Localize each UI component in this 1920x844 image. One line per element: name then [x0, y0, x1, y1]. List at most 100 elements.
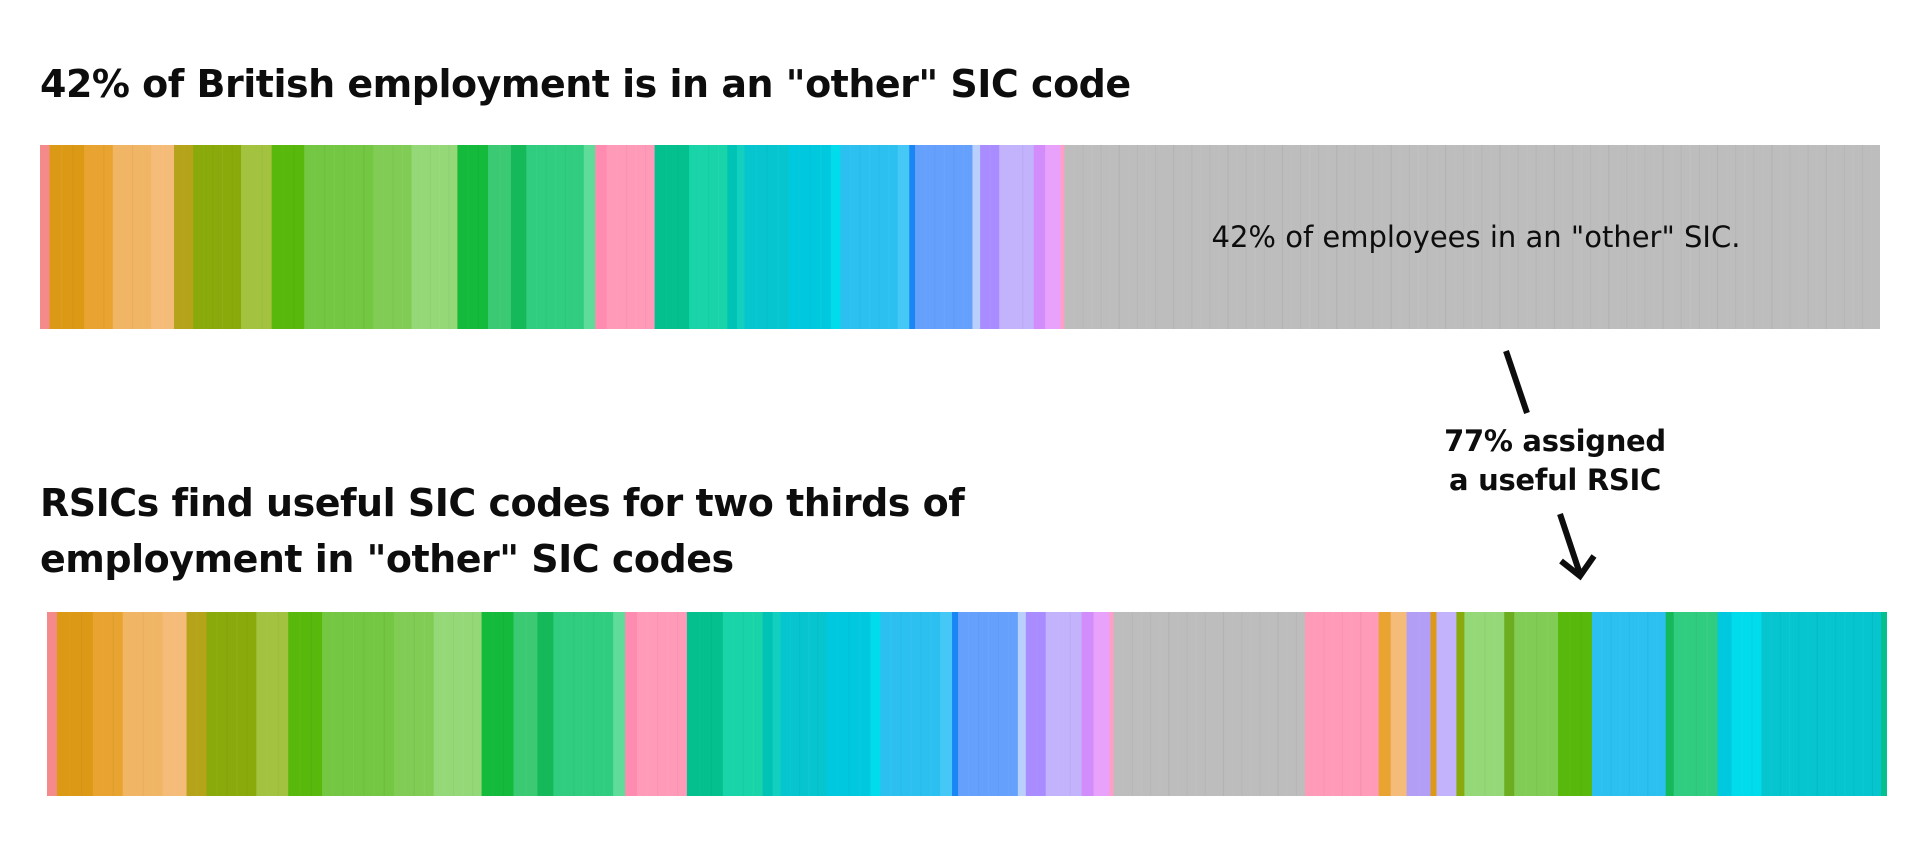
bar-1-striation: [94, 145, 95, 329]
bar-2-striation: [423, 612, 425, 796]
bar-2-striation: [1547, 612, 1549, 796]
bar-2-segment-36: [1113, 612, 1306, 796]
bar-2-segment-37: [1304, 612, 1380, 796]
bar-1-striation: [383, 145, 384, 329]
bar-1-striation: [1137, 145, 1138, 329]
bar-2-striation: [1036, 612, 1037, 796]
bar-2-segment-8: [288, 612, 323, 796]
bar-1-striation: [132, 145, 133, 329]
bar-2-striation: [848, 612, 849, 796]
bar-2-segment-12: [481, 612, 515, 796]
bar-2-striation: [1268, 612, 1269, 796]
bar-1-striation: [536, 145, 537, 329]
bar-2-striation: [1008, 612, 1009, 796]
bar-1-striation: [163, 145, 164, 329]
bar-1-striation: [555, 145, 557, 329]
bar-1-striation: [626, 145, 627, 329]
bar-1-striation: [1336, 145, 1338, 329]
bar-2-striation: [1351, 612, 1352, 796]
bar-1-striation: [565, 145, 566, 329]
bar-2-striation: [1360, 612, 1362, 796]
bar-1-segment-20: [689, 145, 728, 329]
bar-1-striation: [1744, 145, 1746, 329]
bar-1-striation: [1309, 145, 1311, 329]
bar-2-striation: [383, 612, 385, 796]
bar-1-striation: [1164, 145, 1165, 329]
bar-1-striation: [1716, 145, 1719, 329]
bar-2-segment-48: [1591, 612, 1667, 796]
bar-1-striation: [333, 145, 335, 329]
bar-2-striation: [1807, 612, 1808, 796]
bar-2-segment-45: [1504, 612, 1515, 796]
bar-2-striation: [472, 612, 473, 796]
bar-1-segment-27: [897, 145, 910, 329]
bar-2-segment-41: [1430, 612, 1438, 796]
bar-2-striation: [1342, 612, 1343, 796]
bar-2-segment-24: [826, 612, 871, 796]
bar-1-striation: [1789, 145, 1790, 329]
bar-2-striation: [583, 612, 585, 796]
bar-1-striation: [1281, 145, 1284, 329]
bar-2-segment-47: [1558, 612, 1593, 796]
bar-1-striation: [1209, 145, 1210, 329]
bar-2-striation: [1741, 612, 1742, 796]
bar-2-striation: [920, 612, 921, 796]
bar-2-segment-11: [433, 612, 483, 796]
bar-2-striation: [103, 612, 104, 796]
bar-2-segment-10: [393, 612, 435, 796]
bar-1-striation: [1182, 145, 1183, 329]
bar-2-striation: [1871, 612, 1874, 796]
bar-2-striation: [1771, 612, 1772, 796]
bar-1-segment-16: [583, 145, 596, 329]
bar-2-segment-1: [56, 612, 94, 796]
bar-2-striation: [593, 612, 594, 796]
bar-2-striation: [1296, 612, 1297, 796]
stacked-bar-2: [47, 612, 1887, 796]
bar-2-segment-50: [1673, 612, 1719, 796]
bar-2-striation: [414, 612, 415, 796]
bar-2-segment-21: [762, 612, 774, 796]
bar-2-striation: [1610, 612, 1611, 796]
bar-1-segment-2: [84, 145, 114, 329]
bar-2-segment-6: [206, 612, 257, 796]
bar-1-striation: [799, 145, 800, 329]
bar-2-striation: [1195, 612, 1197, 796]
bar-1-striation: [1390, 145, 1392, 329]
bar-2-segment-52: [1731, 612, 1763, 796]
bar-2-segment-43: [1456, 612, 1465, 796]
bar-2-segment-29: [958, 612, 1019, 796]
bar-2-striation: [817, 612, 818, 796]
bar-1-segment-19: [654, 145, 690, 329]
chart-title-2-line-1: RSICs find useful SIC codes for two thir…: [40, 481, 965, 525]
bar-2-segment-7: [256, 612, 289, 796]
bar-2-striation: [216, 612, 217, 796]
bar-1-segment-30: [972, 145, 981, 329]
rsic-annotation-line-2: a useful RSIC: [1449, 463, 1661, 497]
bar-2-striation: [1332, 612, 1334, 796]
bar-2-striation: [1638, 612, 1639, 796]
bar-2-striation: [1222, 612, 1225, 796]
bar-2-segment-2: [92, 612, 124, 796]
bar-2-segment-14: [537, 612, 554, 796]
bar-2-segment-31: [1025, 612, 1047, 796]
bar-1-striation: [344, 145, 345, 329]
bar-1-segment-22: [736, 145, 746, 329]
bar-2-striation: [197, 612, 198, 796]
bar-2-segment-30: [1017, 612, 1027, 796]
bar-1-striation: [934, 145, 935, 329]
bar-1-striation: [963, 145, 964, 329]
bar-2-striation: [1853, 612, 1854, 796]
bar-1-striation: [1191, 145, 1192, 329]
bar-2-striation: [1241, 612, 1242, 796]
bar-1-striation: [1580, 145, 1583, 329]
bar-1-segment-5: [174, 145, 194, 329]
bar-1-striation: [448, 145, 449, 329]
bar-2-striation: [226, 612, 227, 796]
bar-2-striation: [677, 612, 678, 796]
bar-2-striation: [236, 612, 238, 796]
bar-1-striation: [61, 145, 62, 329]
bar-2-striation: [133, 612, 134, 796]
bar-1-striation: [73, 145, 74, 329]
bar-1-striation: [231, 145, 232, 329]
bar-1-striation: [756, 145, 757, 329]
